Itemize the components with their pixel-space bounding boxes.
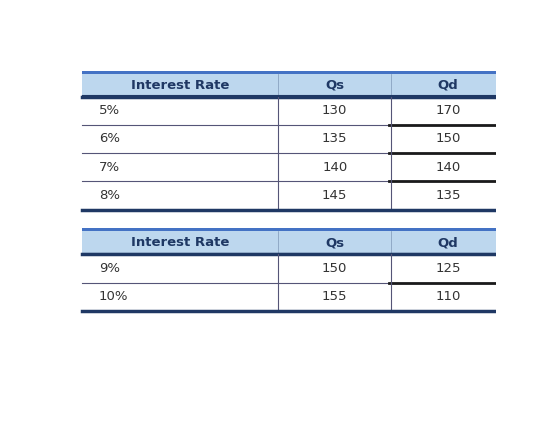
Text: Qd: Qd	[437, 236, 458, 249]
Text: 145: 145	[322, 189, 347, 202]
Bar	[82, 71, 505, 74]
Text: 170: 170	[435, 104, 461, 117]
Text: 110: 110	[435, 290, 461, 303]
Text: Qs: Qs	[325, 79, 344, 92]
Bar	[82, 125, 505, 153]
Text: 125: 125	[435, 262, 461, 275]
Text: 155: 155	[322, 290, 348, 303]
Bar	[82, 228, 505, 254]
Text: 6%: 6%	[99, 132, 120, 146]
Text: 135: 135	[322, 132, 348, 146]
Text: Qs: Qs	[325, 236, 344, 249]
Text: 9%: 9%	[99, 262, 120, 275]
Text: 140: 140	[435, 161, 461, 174]
Text: 135: 135	[435, 189, 461, 202]
Text: 150: 150	[322, 262, 347, 275]
Bar	[82, 153, 505, 181]
Text: 140: 140	[322, 161, 347, 174]
Bar	[82, 254, 505, 283]
Bar	[82, 283, 505, 311]
Bar	[82, 71, 505, 97]
Text: 130: 130	[322, 104, 347, 117]
Bar	[82, 228, 505, 231]
Text: 5%: 5%	[99, 104, 120, 117]
Text: 10%: 10%	[99, 290, 128, 303]
Text: 7%: 7%	[99, 161, 120, 174]
Text: Interest Rate: Interest Rate	[131, 236, 229, 249]
Text: Interest Rate: Interest Rate	[131, 79, 229, 92]
Text: 8%: 8%	[99, 189, 120, 202]
Bar	[82, 181, 505, 210]
Text: Qd: Qd	[437, 79, 458, 92]
Text: 150: 150	[435, 132, 461, 146]
Bar	[82, 97, 505, 125]
